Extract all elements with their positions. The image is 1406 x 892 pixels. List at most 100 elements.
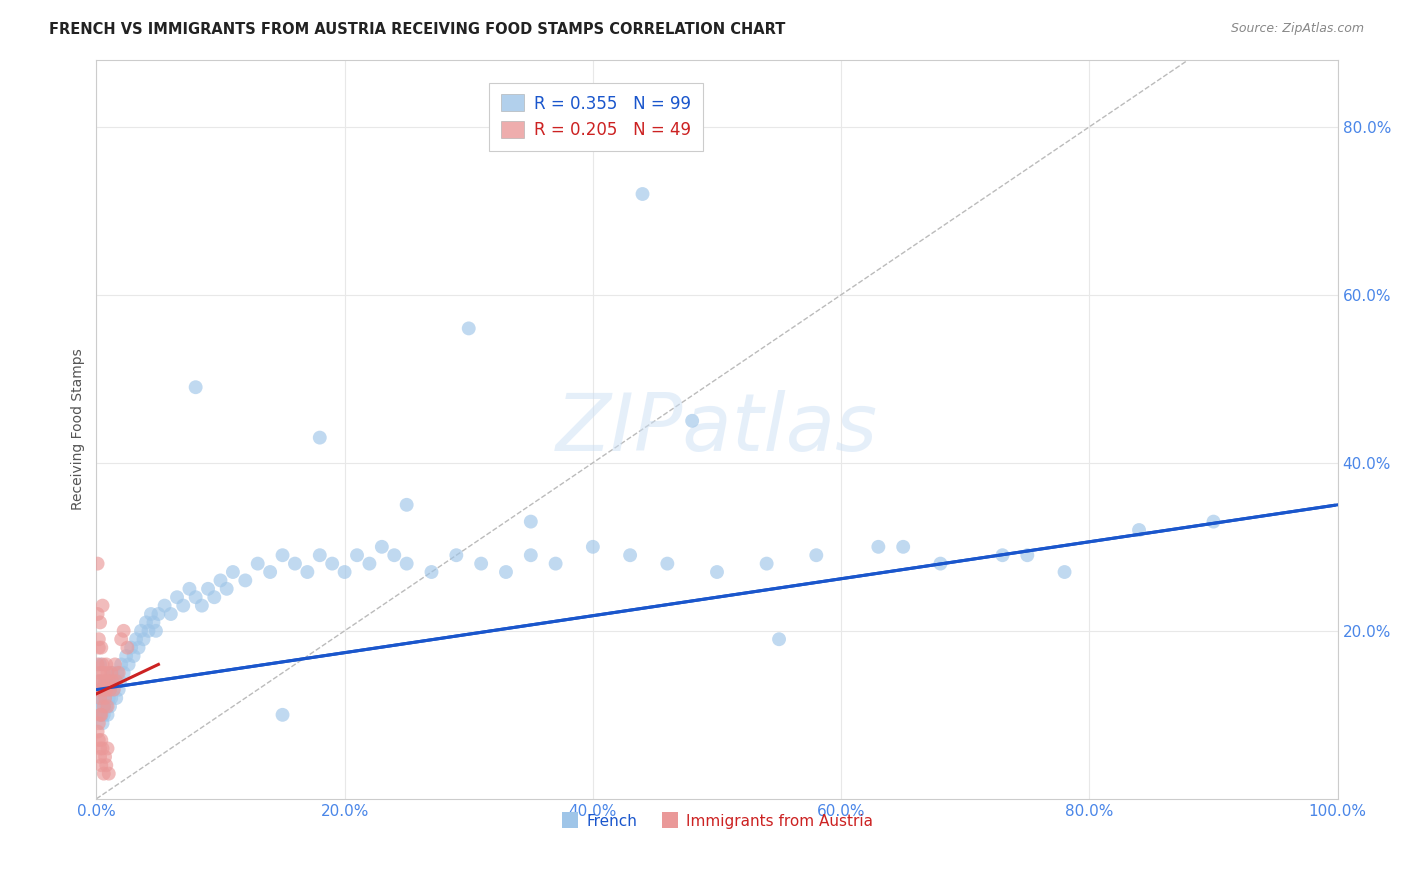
Point bbox=[110, 657, 132, 672]
Point bbox=[94, 682, 117, 697]
Point bbox=[101, 665, 124, 680]
Point bbox=[91, 682, 114, 697]
Point bbox=[868, 540, 890, 554]
Point bbox=[582, 540, 605, 554]
Point bbox=[145, 624, 167, 638]
Point bbox=[706, 565, 728, 579]
Point bbox=[120, 640, 142, 655]
Point bbox=[90, 674, 112, 689]
Text: FRENCH VS IMMIGRANTS FROM AUSTRIA RECEIVING FOOD STAMPS CORRELATION CHART: FRENCH VS IMMIGRANTS FROM AUSTRIA RECEIV… bbox=[49, 22, 786, 37]
Point bbox=[197, 582, 219, 596]
Point bbox=[91, 741, 114, 756]
Point bbox=[89, 707, 111, 722]
Point bbox=[755, 557, 778, 571]
Point bbox=[222, 565, 245, 579]
Point bbox=[333, 565, 356, 579]
Point bbox=[619, 548, 641, 562]
Point bbox=[91, 657, 114, 672]
Point bbox=[89, 691, 111, 706]
Point bbox=[446, 548, 468, 562]
Point bbox=[107, 665, 129, 680]
Point bbox=[520, 515, 543, 529]
Point bbox=[470, 557, 492, 571]
Point bbox=[179, 582, 201, 596]
Point bbox=[215, 582, 238, 596]
Point bbox=[103, 682, 125, 697]
Point bbox=[89, 615, 111, 630]
Point bbox=[184, 380, 207, 394]
Point bbox=[395, 498, 418, 512]
Point bbox=[991, 548, 1014, 562]
Point bbox=[108, 674, 131, 689]
Point bbox=[93, 699, 115, 714]
Point bbox=[101, 674, 124, 689]
Point bbox=[681, 414, 703, 428]
Point bbox=[271, 707, 294, 722]
Point bbox=[97, 766, 120, 780]
Point bbox=[98, 682, 121, 697]
Point bbox=[148, 607, 170, 621]
Point bbox=[86, 724, 108, 739]
Point bbox=[457, 321, 479, 335]
Point bbox=[100, 691, 122, 706]
Point bbox=[90, 707, 112, 722]
Point bbox=[90, 707, 112, 722]
Point bbox=[172, 599, 194, 613]
Text: ZIPatlas: ZIPatlas bbox=[555, 390, 879, 468]
Y-axis label: Receiving Food Stamps: Receiving Food Stamps bbox=[72, 349, 86, 510]
Point bbox=[112, 665, 135, 680]
Point bbox=[184, 591, 207, 605]
Point bbox=[87, 716, 110, 731]
Point bbox=[420, 565, 443, 579]
Point bbox=[86, 682, 108, 697]
Point bbox=[89, 741, 111, 756]
Point bbox=[346, 548, 368, 562]
Point bbox=[125, 632, 148, 647]
Point bbox=[128, 640, 150, 655]
Point bbox=[259, 565, 281, 579]
Point bbox=[91, 691, 114, 706]
Point bbox=[768, 632, 790, 647]
Point bbox=[96, 682, 118, 697]
Point bbox=[96, 758, 118, 772]
Point bbox=[86, 607, 108, 621]
Point bbox=[115, 648, 138, 663]
Point bbox=[395, 557, 418, 571]
Point bbox=[246, 557, 269, 571]
Point bbox=[93, 665, 115, 680]
Point bbox=[202, 591, 225, 605]
Point bbox=[104, 674, 127, 689]
Point bbox=[284, 557, 307, 571]
Point bbox=[94, 674, 117, 689]
Point bbox=[94, 691, 117, 706]
Point bbox=[96, 682, 118, 697]
Point bbox=[132, 632, 155, 647]
Point bbox=[104, 657, 127, 672]
Point bbox=[495, 565, 517, 579]
Point bbox=[90, 640, 112, 655]
Point bbox=[87, 674, 110, 689]
Point bbox=[112, 624, 135, 638]
Point bbox=[308, 548, 330, 562]
Point bbox=[97, 691, 120, 706]
Point bbox=[87, 640, 110, 655]
Point bbox=[97, 674, 120, 689]
Point bbox=[87, 733, 110, 747]
Point bbox=[271, 548, 294, 562]
Point bbox=[159, 607, 181, 621]
Point bbox=[107, 682, 129, 697]
Point bbox=[371, 540, 394, 554]
Point bbox=[297, 565, 319, 579]
Point bbox=[139, 607, 162, 621]
Point bbox=[96, 741, 118, 756]
Point bbox=[631, 186, 654, 201]
Point bbox=[929, 557, 952, 571]
Point bbox=[129, 624, 152, 638]
Point bbox=[153, 599, 176, 613]
Point bbox=[1053, 565, 1076, 579]
Point bbox=[89, 657, 111, 672]
Point bbox=[94, 691, 117, 706]
Point bbox=[105, 674, 128, 689]
Point bbox=[520, 548, 543, 562]
Point bbox=[96, 699, 118, 714]
